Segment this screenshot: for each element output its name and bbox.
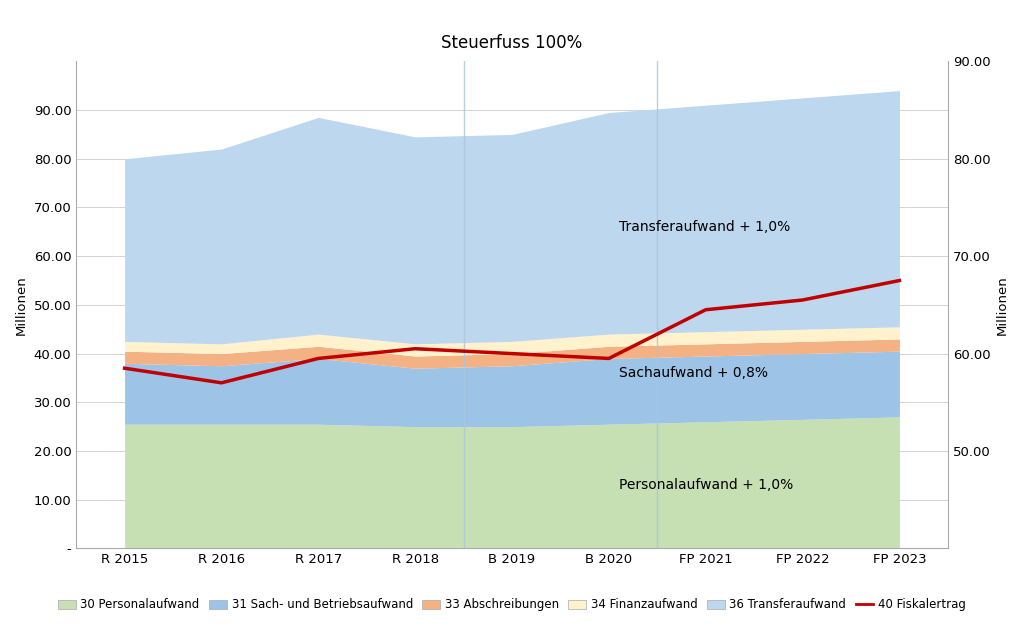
Text: Personalaufwand + 1,0%: Personalaufwand + 1,0%	[618, 478, 793, 492]
Legend: 30 Personalaufwand, 31 Sach- und Betriebsaufwand, 33 Abschreibungen, 34 Finanzau: 30 Personalaufwand, 31 Sach- und Betrieb…	[53, 594, 971, 616]
Text: Transferaufwand + 1,0%: Transferaufwand + 1,0%	[618, 220, 790, 234]
Text: Steuerfuss 100%: Steuerfuss 100%	[441, 34, 583, 52]
Y-axis label: Millionen: Millionen	[996, 275, 1009, 335]
Y-axis label: Millionen: Millionen	[15, 275, 28, 335]
Text: Sachaufwand + 0,8%: Sachaufwand + 0,8%	[618, 366, 768, 380]
